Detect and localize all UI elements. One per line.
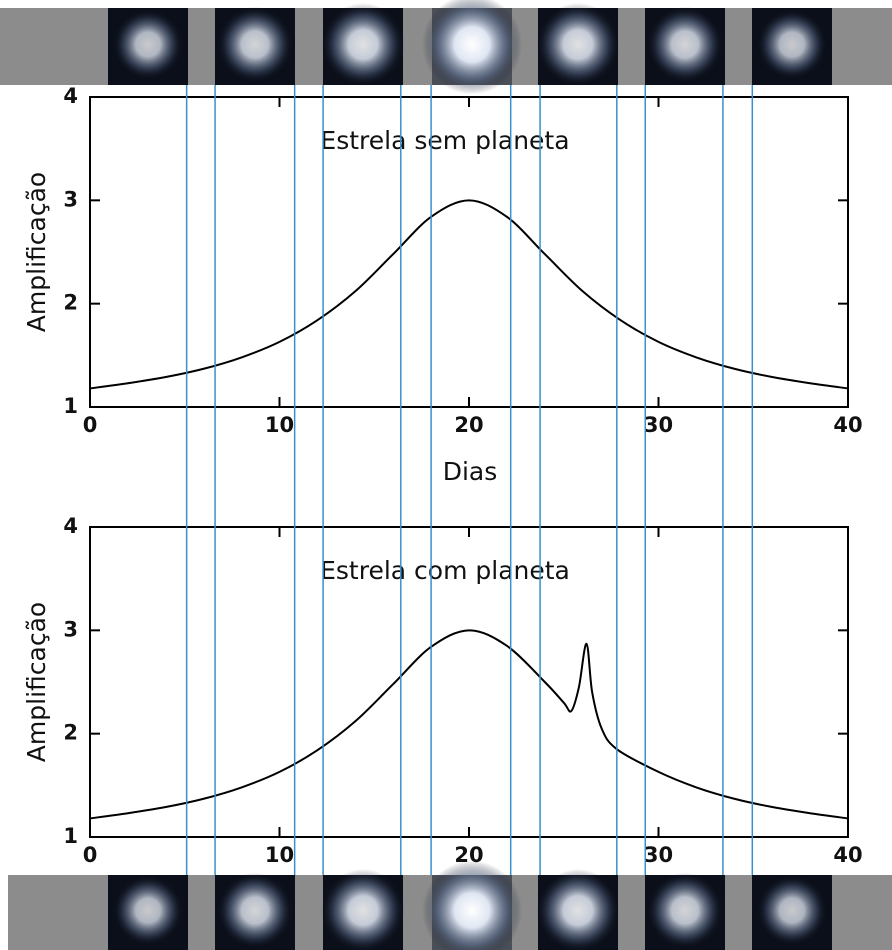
star	[321, 2, 405, 87]
star	[647, 872, 723, 949]
star	[321, 868, 405, 950]
x-tick-label: 0	[83, 413, 98, 437]
x-tick-label: 30	[644, 843, 673, 867]
light-curve	[89, 199, 849, 390]
star	[536, 868, 620, 950]
star	[536, 2, 620, 87]
x-tick-label: 0	[83, 843, 98, 867]
star	[113, 875, 183, 946]
y-tick-label: 3	[63, 187, 78, 211]
x-tick-label: 40	[833, 413, 862, 437]
x-axis-label: Dias	[443, 457, 498, 486]
x-tick-label: 10	[265, 843, 294, 867]
y-tick-label: 4	[63, 84, 78, 108]
star-images	[108, 0, 832, 950]
time-markers	[185, 85, 754, 875]
x-tick-label: 20	[454, 843, 483, 867]
plot-annotation: Estrela com planeta	[320, 556, 570, 585]
x-tick-label: 40	[833, 843, 862, 867]
y-tick-label: 4	[63, 514, 78, 538]
y-tick-label: 1	[63, 394, 78, 418]
y-tick-label: 1	[63, 824, 78, 848]
y-axis-label: Amplificação	[22, 602, 51, 762]
star	[217, 6, 293, 83]
y-axis-label: Amplificação	[22, 172, 51, 332]
plot-annotation: Estrela sem planeta	[320, 126, 569, 155]
x-tick-label: 10	[265, 413, 294, 437]
star	[113, 9, 183, 80]
star	[757, 9, 827, 80]
y-tick-label: 3	[63, 617, 78, 641]
x-tick-label: 20	[454, 413, 483, 437]
x-tick-label: 30	[644, 413, 673, 437]
star	[757, 875, 827, 946]
star	[217, 872, 293, 949]
y-tick-label: 2	[63, 291, 78, 315]
y-tick-label: 2	[63, 721, 78, 745]
star	[647, 6, 723, 83]
light-curve	[89, 629, 849, 820]
star	[422, 860, 522, 950]
star	[422, 0, 522, 95]
